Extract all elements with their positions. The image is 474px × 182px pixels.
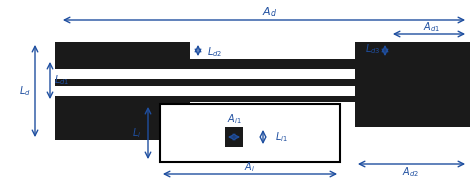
Text: $A_{d2}$: $A_{d2}$ xyxy=(402,165,419,179)
Text: $L_{d3}$: $L_{d3}$ xyxy=(365,42,381,56)
Bar xyxy=(355,42,470,127)
Text: $A_{d1}$: $A_{d1}$ xyxy=(423,20,440,34)
Bar xyxy=(160,104,340,162)
Bar xyxy=(55,59,470,102)
Bar xyxy=(225,127,243,147)
Text: $A_i$: $A_i$ xyxy=(245,160,255,174)
Text: $L_{d2}$: $L_{d2}$ xyxy=(207,45,223,59)
Bar xyxy=(55,86,470,96)
Text: $L_{d1}$: $L_{d1}$ xyxy=(55,74,70,87)
Text: $L_i$: $L_i$ xyxy=(132,126,142,140)
Text: $L_d$: $L_d$ xyxy=(19,84,31,98)
Text: $A_d$: $A_d$ xyxy=(263,5,278,19)
Text: $A_{i1}$: $A_{i1}$ xyxy=(227,112,241,126)
Bar xyxy=(55,69,470,79)
Bar xyxy=(55,42,190,140)
Text: $L_{i1}$: $L_{i1}$ xyxy=(274,130,287,144)
